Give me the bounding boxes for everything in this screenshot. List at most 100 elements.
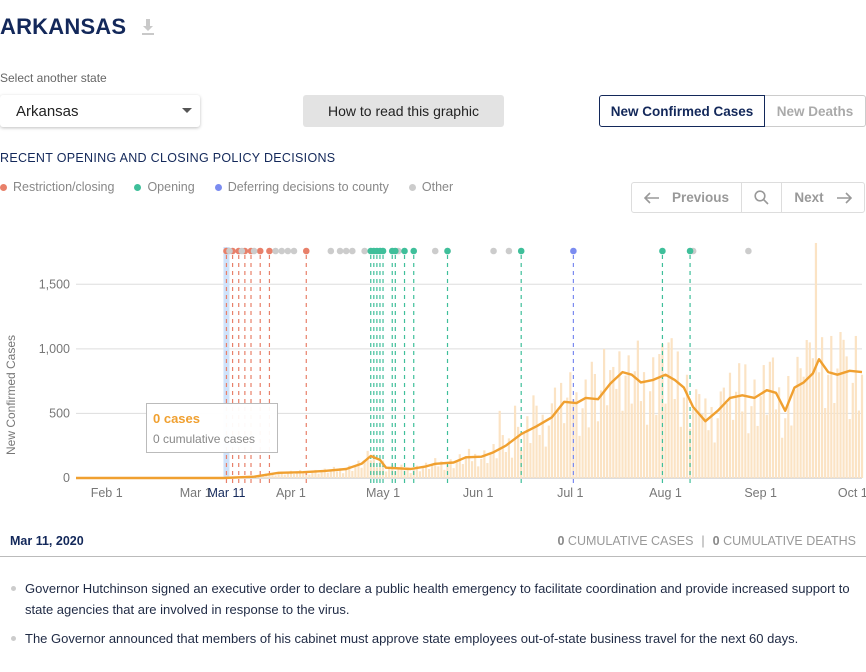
separator: | xyxy=(701,533,705,548)
daily-bar xyxy=(326,472,329,478)
daily-bar xyxy=(464,456,468,478)
x-tick-label: Aug 1 xyxy=(649,486,682,500)
daily-bar xyxy=(550,403,553,478)
daily-bar xyxy=(544,446,547,478)
policy-event-dot xyxy=(401,247,408,255)
policy-event-dot xyxy=(517,247,525,255)
daily-bar xyxy=(642,372,646,478)
download-icon[interactable] xyxy=(140,17,156,37)
x-tick-label: Feb 1 xyxy=(91,486,123,500)
daily-bar xyxy=(437,466,440,478)
daily-bar xyxy=(513,405,517,478)
daily-bar xyxy=(652,357,655,478)
policy-event-dot xyxy=(342,247,350,255)
daily-bar xyxy=(406,467,409,478)
y-tick-label: 1,000 xyxy=(39,342,70,356)
daily-bar xyxy=(431,463,434,478)
policy-event-dot xyxy=(327,247,335,255)
daily-bar xyxy=(593,373,596,478)
daily-bar xyxy=(507,438,511,478)
daily-bar xyxy=(541,414,544,478)
policy-event-dot xyxy=(238,247,246,255)
daily-bar xyxy=(495,458,498,478)
tooltip-cumulative: 0 cumulative cases xyxy=(153,432,256,446)
select-state-label: Select another state xyxy=(0,71,107,85)
daily-bar xyxy=(710,407,713,478)
event-list: Governor Hutchinson signed an executive … xyxy=(10,578,850,657)
daily-bar xyxy=(612,366,615,478)
daily-bar xyxy=(532,395,535,478)
daily-bar xyxy=(498,410,501,478)
daily-bar xyxy=(750,406,753,478)
daily-bar xyxy=(747,433,750,478)
daily-bar xyxy=(323,468,326,478)
daily-bar xyxy=(805,339,808,478)
daily-bar xyxy=(556,411,560,478)
daily-bar xyxy=(342,473,345,478)
y-tick-label: 1,500 xyxy=(39,277,70,291)
daily-bar xyxy=(510,457,514,478)
how-to-read-button[interactable]: How to read this graphic xyxy=(303,95,504,127)
daily-bar xyxy=(731,419,735,478)
policy-event-dot xyxy=(505,247,513,255)
daily-bar xyxy=(851,382,854,478)
legend-label-restriction: Restriction/closing xyxy=(13,180,115,194)
policy-event-dot xyxy=(290,247,298,255)
policy-event-dot xyxy=(250,247,258,255)
daily-bar xyxy=(596,421,600,478)
daily-bar xyxy=(833,402,836,478)
daily-bar xyxy=(302,473,305,478)
daily-bar xyxy=(421,467,425,478)
daily-bar xyxy=(701,414,704,478)
daily-bar xyxy=(501,435,504,478)
daily-bar xyxy=(765,414,768,478)
daily-bar xyxy=(268,475,271,478)
daily-bar xyxy=(381,460,385,478)
policy-event-dot xyxy=(490,247,497,255)
y-axis-label: New Confirmed Cases xyxy=(4,335,18,455)
daily-bar xyxy=(400,464,403,478)
daily-bar xyxy=(366,450,369,478)
daily-bar xyxy=(756,425,759,478)
x-tick-label: Jun 1 xyxy=(463,486,494,500)
daily-bar xyxy=(286,472,289,478)
policy-event-dot xyxy=(336,247,344,255)
cases-chart[interactable]: 0 500 1,000 1,500 New Confirmed Cases Feb 1 Ma… xyxy=(0,235,866,510)
daily-bar xyxy=(860,374,864,478)
daily-bar xyxy=(698,394,701,478)
daily-bar xyxy=(470,461,474,478)
daily-bar xyxy=(338,468,342,478)
x-tick-label: May 1 xyxy=(366,486,400,500)
daily-bar xyxy=(317,473,320,478)
daily-bar xyxy=(753,379,756,478)
legend-item-restriction: Restriction/closing xyxy=(0,180,114,194)
daily-bar xyxy=(692,408,695,478)
chevron-down-icon xyxy=(182,108,192,113)
daily-bar xyxy=(658,354,661,478)
daily-bar xyxy=(848,419,851,478)
daily-bar xyxy=(480,459,483,478)
daily-bar xyxy=(836,368,839,478)
daily-bar xyxy=(655,414,658,478)
search-button[interactable] xyxy=(742,183,782,212)
next-label: Next xyxy=(794,190,824,205)
next-button[interactable]: Next xyxy=(782,183,864,212)
daily-bar xyxy=(695,389,698,478)
daily-bar xyxy=(784,418,787,478)
previous-button[interactable]: Previous xyxy=(632,183,742,212)
daily-bar xyxy=(529,443,532,478)
daily-bar xyxy=(606,405,609,478)
legend-label-opening: Opening xyxy=(147,180,195,194)
new-confirmed-cases-button[interactable]: New Confirmed Cases xyxy=(599,95,765,127)
daily-bar xyxy=(587,427,590,478)
daily-bar xyxy=(624,375,627,478)
daily-bar xyxy=(489,453,492,478)
daily-bar xyxy=(369,460,372,478)
daily-bar xyxy=(845,356,848,478)
state-select[interactable]: Arkansas xyxy=(0,95,200,127)
x-tick-label: Sep 1 xyxy=(744,486,777,500)
daily-bar xyxy=(618,351,621,478)
daily-bar xyxy=(811,358,814,478)
new-deaths-button[interactable]: New Deaths xyxy=(765,95,866,127)
daily-bar xyxy=(277,473,280,478)
